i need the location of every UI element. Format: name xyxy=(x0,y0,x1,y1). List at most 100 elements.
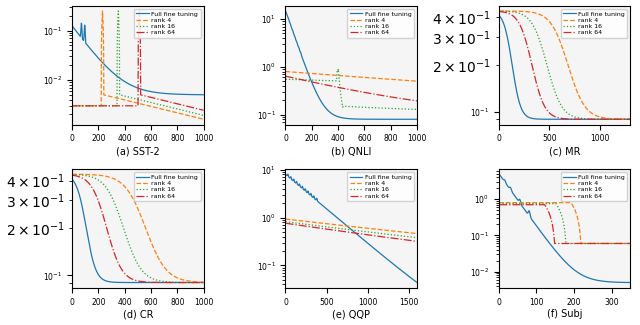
rank 64 xyxy=(122,104,129,108)
Line: rank 16: rank 16 xyxy=(72,11,204,115)
rank 4 xyxy=(127,99,134,103)
rank 4 xyxy=(122,185,129,189)
Full fine tuning xyxy=(282,9,289,13)
rank 16 xyxy=(385,106,392,110)
rank 4 xyxy=(586,109,593,113)
rank 16 xyxy=(548,202,556,206)
rank 64 xyxy=(413,99,421,103)
rank 4 xyxy=(340,224,348,228)
Legend: Full fine tuning, rank 4, rank 16, rank 64: Full fine tuning, rank 4, rank 16, rank … xyxy=(347,172,414,201)
rank 4 xyxy=(627,241,634,245)
Line: rank 4: rank 4 xyxy=(499,11,630,119)
Line: rank 64: rank 64 xyxy=(72,11,204,110)
rank 4 xyxy=(600,116,608,120)
rank 4 xyxy=(598,241,605,245)
Full fine tuning xyxy=(600,280,608,283)
Full fine tuning xyxy=(335,217,342,221)
Full fine tuning xyxy=(159,91,166,95)
rank 16 xyxy=(387,233,394,237)
Full fine tuning xyxy=(159,280,166,284)
rank 64 xyxy=(600,117,608,121)
Full fine tuning xyxy=(68,24,76,28)
rank 64 xyxy=(509,14,516,18)
Full fine tuning xyxy=(600,117,608,121)
rank 64 xyxy=(384,236,392,240)
X-axis label: (e) QQP: (e) QQP xyxy=(332,309,371,319)
rank 4 xyxy=(122,98,129,102)
Line: rank 16: rank 16 xyxy=(499,204,630,243)
rank 64 xyxy=(598,241,605,245)
Line: rank 4: rank 4 xyxy=(285,219,417,234)
rank 4 xyxy=(577,241,584,245)
rank 64 xyxy=(68,173,76,177)
rank 4 xyxy=(200,280,207,284)
rank 16 xyxy=(295,78,303,82)
Line: rank 16: rank 16 xyxy=(499,11,630,119)
rank 64 xyxy=(68,104,76,108)
rank 4 xyxy=(509,201,516,204)
rank 16 xyxy=(68,173,76,176)
rank 4 xyxy=(598,115,605,119)
rank 16 xyxy=(586,241,593,245)
rank 4 xyxy=(171,110,179,114)
rank 64 xyxy=(550,241,558,245)
Line: rank 64: rank 64 xyxy=(72,175,204,282)
rank 16 xyxy=(413,108,421,111)
rank 16 xyxy=(122,232,129,236)
Legend: Full fine tuning, rank 4, rank 16, rank 64: Full fine tuning, rank 4, rank 16, rank … xyxy=(561,9,627,38)
Full fine tuning xyxy=(335,115,342,119)
rank 4 xyxy=(372,76,380,80)
Full fine tuning xyxy=(200,93,207,97)
rank 64 xyxy=(173,102,181,106)
rank 16 xyxy=(282,77,289,81)
Full fine tuning xyxy=(586,117,593,121)
rank 4 xyxy=(413,232,421,236)
Line: rank 16: rank 16 xyxy=(72,175,204,282)
rank 16 xyxy=(82,174,90,177)
rank 16 xyxy=(295,221,303,225)
rank 16 xyxy=(495,202,503,206)
Line: rank 64: rank 64 xyxy=(285,223,417,241)
rank 16 xyxy=(384,232,392,236)
rank 4 xyxy=(173,111,181,115)
Legend: Full fine tuning, rank 4, rank 16, rank 64: Full fine tuning, rank 4, rank 16, rank … xyxy=(134,172,200,201)
Full fine tuning xyxy=(171,280,179,284)
rank 64 xyxy=(627,241,634,245)
Line: Full fine tuning: Full fine tuning xyxy=(499,174,630,282)
rank 16 xyxy=(335,74,343,78)
Full fine tuning xyxy=(372,248,380,252)
rank 4 xyxy=(384,77,392,81)
rank 64 xyxy=(126,276,134,280)
rank 4 xyxy=(295,71,303,74)
rank 16 xyxy=(159,279,166,283)
rank 16 xyxy=(171,106,179,110)
Full fine tuning xyxy=(126,280,134,284)
Line: rank 4: rank 4 xyxy=(499,202,630,243)
Full fine tuning xyxy=(122,80,129,84)
rank 4 xyxy=(413,79,421,83)
rank 4 xyxy=(553,32,561,36)
rank 64 xyxy=(122,272,129,276)
Full fine tuning xyxy=(548,245,556,249)
Full fine tuning xyxy=(627,117,634,121)
rank 64 xyxy=(495,9,503,13)
Full fine tuning xyxy=(372,117,380,121)
Full fine tuning xyxy=(340,116,348,120)
rank 16 xyxy=(495,9,503,13)
rank 64 xyxy=(548,113,556,117)
rank 4 xyxy=(282,70,289,73)
rank 64 xyxy=(372,93,380,97)
rank 64 xyxy=(553,115,561,119)
rank 16 xyxy=(115,9,122,13)
rank 64 xyxy=(586,241,593,245)
rank 16 xyxy=(126,245,134,249)
Full fine tuning xyxy=(548,117,556,121)
rank 64 xyxy=(413,240,421,243)
rank 4 xyxy=(553,201,561,204)
Full fine tuning xyxy=(127,83,134,87)
rank 4 xyxy=(384,228,392,232)
rank 64 xyxy=(171,101,179,105)
rank 4 xyxy=(171,275,179,279)
rank 16 xyxy=(372,106,380,110)
Line: Full fine tuning: Full fine tuning xyxy=(72,23,204,95)
